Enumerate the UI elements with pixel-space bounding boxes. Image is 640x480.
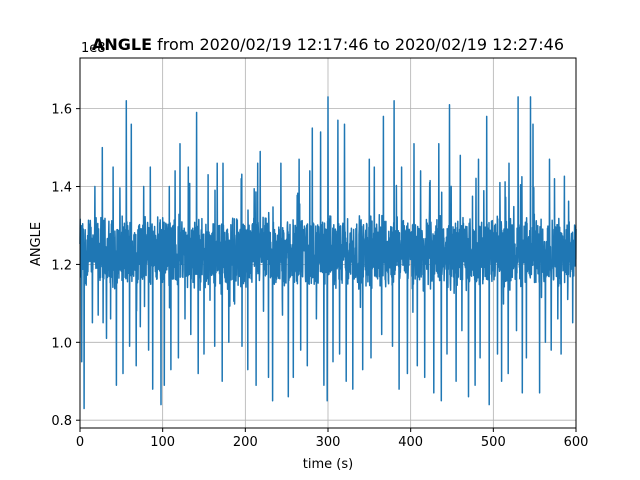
y-tick-label: 1.2 [51, 258, 72, 273]
x-tick-label: 300 [316, 435, 341, 450]
chart-title-rest: from 2020/02/19 12:17:46 to 2020/02/19 1… [152, 35, 564, 54]
y-tick-label: 0.8 [51, 414, 72, 429]
series-line [79, 96, 577, 410]
x-axis-ticks: 0 100 200 300 400 500 600 [76, 428, 589, 450]
chart-title: ANGLE from 2020/02/19 12:17:46 to 2020/0… [92, 35, 564, 54]
x-tick-label: 0 [76, 435, 84, 450]
y-tick-label: 1.0 [51, 336, 72, 351]
y-axis-label: ANGLE [29, 222, 44, 266]
y-offset-label: 1e8 [81, 41, 106, 56]
x-tick-label: 400 [398, 435, 423, 450]
x-tick-label: 500 [481, 435, 506, 450]
y-tick-label: 1.6 [51, 103, 72, 118]
y-axis-ticks: 0.8 1.0 1.2 1.4 1.6 [51, 103, 80, 429]
y-tick-label: 1.4 [51, 181, 72, 196]
x-tick-label: 100 [150, 435, 175, 450]
x-tick-label: 600 [564, 435, 589, 450]
data-series [79, 96, 577, 410]
x-tick-label: 200 [233, 435, 258, 450]
x-axis-label: time (s) [303, 457, 353, 472]
chart-title-bold: ANGLE [92, 35, 152, 54]
